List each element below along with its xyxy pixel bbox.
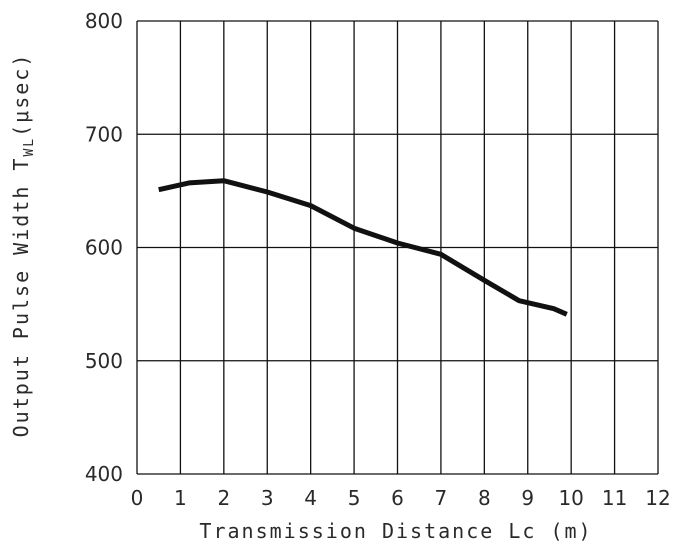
- y-tick-label: 800: [85, 9, 123, 33]
- y-tick-label: 400: [85, 462, 123, 486]
- y-tick-label: 500: [85, 349, 123, 373]
- grid: [136, 20, 659, 475]
- series-line-0: [158, 178, 568, 317]
- y-axis-label-subscript: WL: [22, 137, 37, 157]
- x-tick-label: 12: [645, 486, 670, 510]
- y-tick-label: 600: [85, 236, 123, 260]
- x-tick-label: 1: [174, 486, 187, 510]
- y-axis-label-unit: (μsec): [9, 53, 33, 137]
- y-axis-label-main: Output Pulse Width T: [9, 157, 33, 438]
- x-axis-label: Transmission Distance Lc (m): [199, 519, 592, 543]
- x-tick-label: 8: [478, 486, 491, 510]
- x-tick-label: 2: [217, 486, 230, 510]
- series-line-group: [158, 178, 568, 317]
- x-tick-label: 4: [304, 486, 317, 510]
- x-tick-label: 9: [521, 486, 534, 510]
- x-tick-label: 10: [558, 486, 583, 510]
- x-tick-label: 7: [435, 486, 448, 510]
- x-tick-label: 11: [602, 486, 627, 510]
- y-tick-label: 700: [85, 122, 123, 146]
- x-tick-label: 0: [131, 486, 144, 510]
- x-tick-label: 5: [348, 486, 361, 510]
- x-tick-label: 3: [261, 486, 274, 510]
- x-tick-label: 6: [391, 486, 404, 510]
- y-axis-label: Output Pulse Width TWL(μsec): [9, 53, 37, 438]
